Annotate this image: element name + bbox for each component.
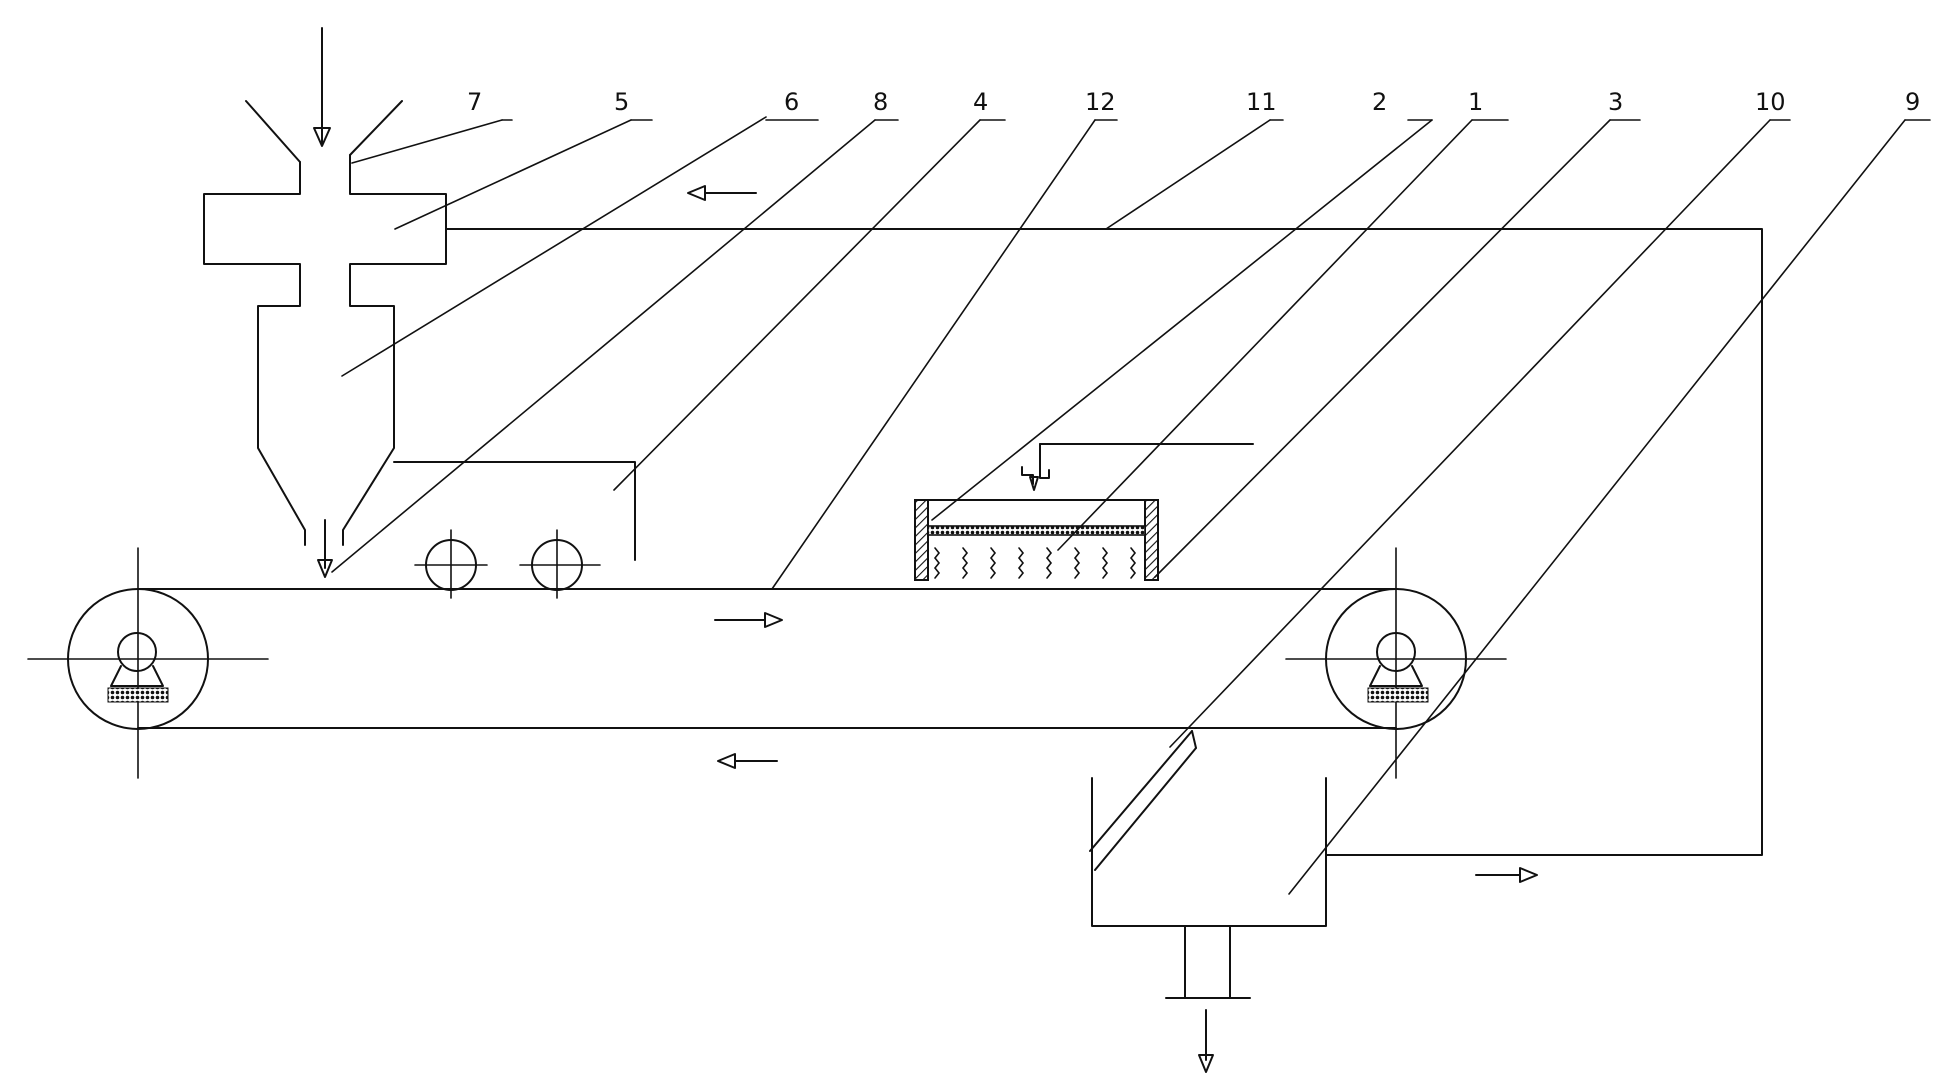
svg-text:3: 3 bbox=[1608, 88, 1623, 116]
belt-direction-arrow-top bbox=[714, 612, 783, 628]
svg-text:9: 9 bbox=[1905, 88, 1920, 116]
svg-text:4: 4 bbox=[973, 88, 988, 116]
scraper-blade bbox=[1089, 730, 1197, 871]
svg-text:2: 2 bbox=[1372, 88, 1387, 116]
feed-funnel bbox=[245, 100, 403, 163]
label-12: 12 bbox=[1085, 88, 1118, 121]
separator-housing bbox=[203, 154, 447, 546]
label-4: 4 bbox=[973, 88, 1006, 121]
svg-text:12: 12 bbox=[1085, 88, 1116, 116]
svg-text:10: 10 bbox=[1755, 88, 1786, 116]
leader-lines bbox=[331, 116, 1906, 895]
guide-hood bbox=[393, 461, 636, 561]
drain-outlet bbox=[1165, 925, 1251, 1073]
feed-inlet-arrow bbox=[313, 27, 331, 147]
label-6: 6 bbox=[765, 88, 819, 121]
spray-jets bbox=[933, 547, 1137, 579]
svg-text:5: 5 bbox=[614, 88, 629, 116]
label-11: 11 bbox=[1246, 88, 1284, 121]
label-2: 2 bbox=[1372, 88, 1433, 121]
drive-pulley-right bbox=[1285, 547, 1507, 779]
press-roller-1 bbox=[414, 529, 488, 599]
spray-chamber bbox=[914, 443, 1254, 581]
svg-text:6: 6 bbox=[784, 88, 799, 116]
label-8: 8 bbox=[873, 88, 899, 121]
collection-tank bbox=[1091, 777, 1327, 927]
press-roller-2 bbox=[519, 529, 601, 599]
svg-text:8: 8 bbox=[873, 88, 888, 116]
label-3: 3 bbox=[1608, 88, 1641, 121]
recycle-flow-arrow-bottom bbox=[1475, 867, 1538, 883]
conveyor-belt bbox=[137, 588, 1397, 729]
svg-text:7: 7 bbox=[467, 88, 482, 116]
label-7: 7 bbox=[467, 88, 513, 121]
label-5: 5 bbox=[614, 88, 653, 121]
label-10: 10 bbox=[1755, 88, 1791, 121]
drive-pulley-left bbox=[27, 547, 269, 779]
svg-text:1: 1 bbox=[1468, 88, 1483, 116]
label-1: 1 bbox=[1468, 88, 1509, 121]
recycle-pipe bbox=[445, 228, 1763, 856]
recycle-flow-arrow-top bbox=[687, 185, 757, 201]
belt-direction-arrow-bottom bbox=[717, 753, 778, 769]
label-9: 9 bbox=[1904, 88, 1931, 121]
svg-text:11: 11 bbox=[1246, 88, 1277, 116]
discharge-arrow bbox=[317, 519, 333, 578]
